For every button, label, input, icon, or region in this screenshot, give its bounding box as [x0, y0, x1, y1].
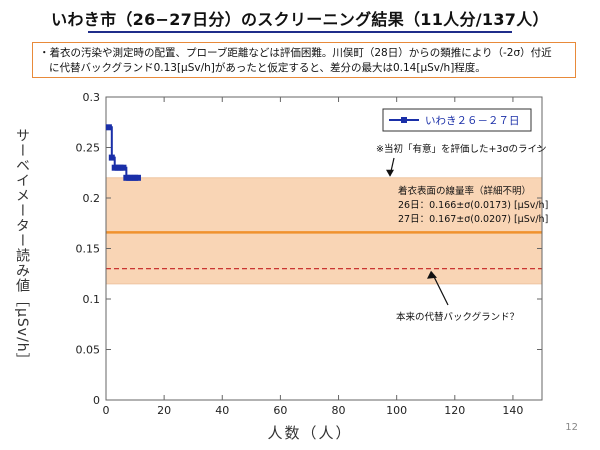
x-tick-label: 0 — [103, 404, 110, 417]
mean-label-title: 着衣表面の線量率（詳細不明） — [398, 185, 531, 197]
mean-label-day27: 27日：0.167±σ(0.0207) [μSv/h] — [398, 214, 548, 225]
x-tick-label: 140 — [502, 404, 523, 417]
data-point — [120, 164, 127, 171]
band-arrowhead — [386, 169, 394, 177]
mean-label-day26: 26日：0.166±σ(0.0173) [μSv/h] — [398, 200, 548, 211]
background-arrow — [431, 272, 449, 306]
band-label: ※当初「有意」を評価した+3σのライン — [376, 143, 547, 155]
y-tick-label: 0.1 — [83, 293, 101, 306]
x-axis-title: 人数（人） — [267, 424, 353, 442]
x-tick-label: 100 — [386, 404, 407, 417]
data-point — [134, 174, 141, 181]
note-box: ・着衣の汚染や測定時の配置、プローブ距離などは評価困難。川俣町（28日）からの類… — [32, 42, 576, 78]
sigma-band — [105, 177, 543, 285]
y-tick-label: 0.15 — [76, 243, 101, 256]
legend-box — [382, 108, 532, 132]
title-underline — [88, 31, 512, 33]
note-line-1: ・着衣の汚染や測定時の配置、プローブ距離などは評価困難。川俣町（28日）からの類… — [39, 47, 552, 59]
note-line-2: に代替バックグランド0.13[μSv/h]があったと仮定すると、差分の最大は0.… — [49, 62, 486, 74]
legend-label: いわき２６－２７日 — [425, 115, 520, 127]
background-arrowhead — [427, 270, 437, 279]
x-tick-label: 20 — [157, 404, 171, 417]
legend-marker — [401, 117, 407, 123]
page-number: 12 — [565, 422, 578, 433]
data-point — [108, 154, 115, 161]
y-tick-label: 0.2 — [83, 192, 101, 205]
x-tick-label: 60 — [273, 404, 287, 417]
y-tick-label: 0 — [93, 394, 100, 407]
x-tick-label: 120 — [444, 404, 465, 417]
y-tick-label: 0.05 — [76, 344, 101, 357]
y-tick-label: 0.3 — [83, 91, 101, 104]
y-axis-title: サーベイメーター読み値［μSv/h］ — [14, 127, 30, 368]
data-point — [105, 124, 112, 131]
x-tick-label: 80 — [332, 404, 346, 417]
slide-title: いわき市（26−27日分）のスクリーニング結果（11人分/137人） — [51, 10, 549, 29]
background-label: 本来の代替バックグランド？ — [396, 311, 519, 323]
y-axis-title-wrap: サーベイメーター読み値［μSv/h］ — [2, 90, 42, 405]
y-tick-label: 0.25 — [76, 142, 101, 155]
x-tick-label: 40 — [215, 404, 229, 417]
